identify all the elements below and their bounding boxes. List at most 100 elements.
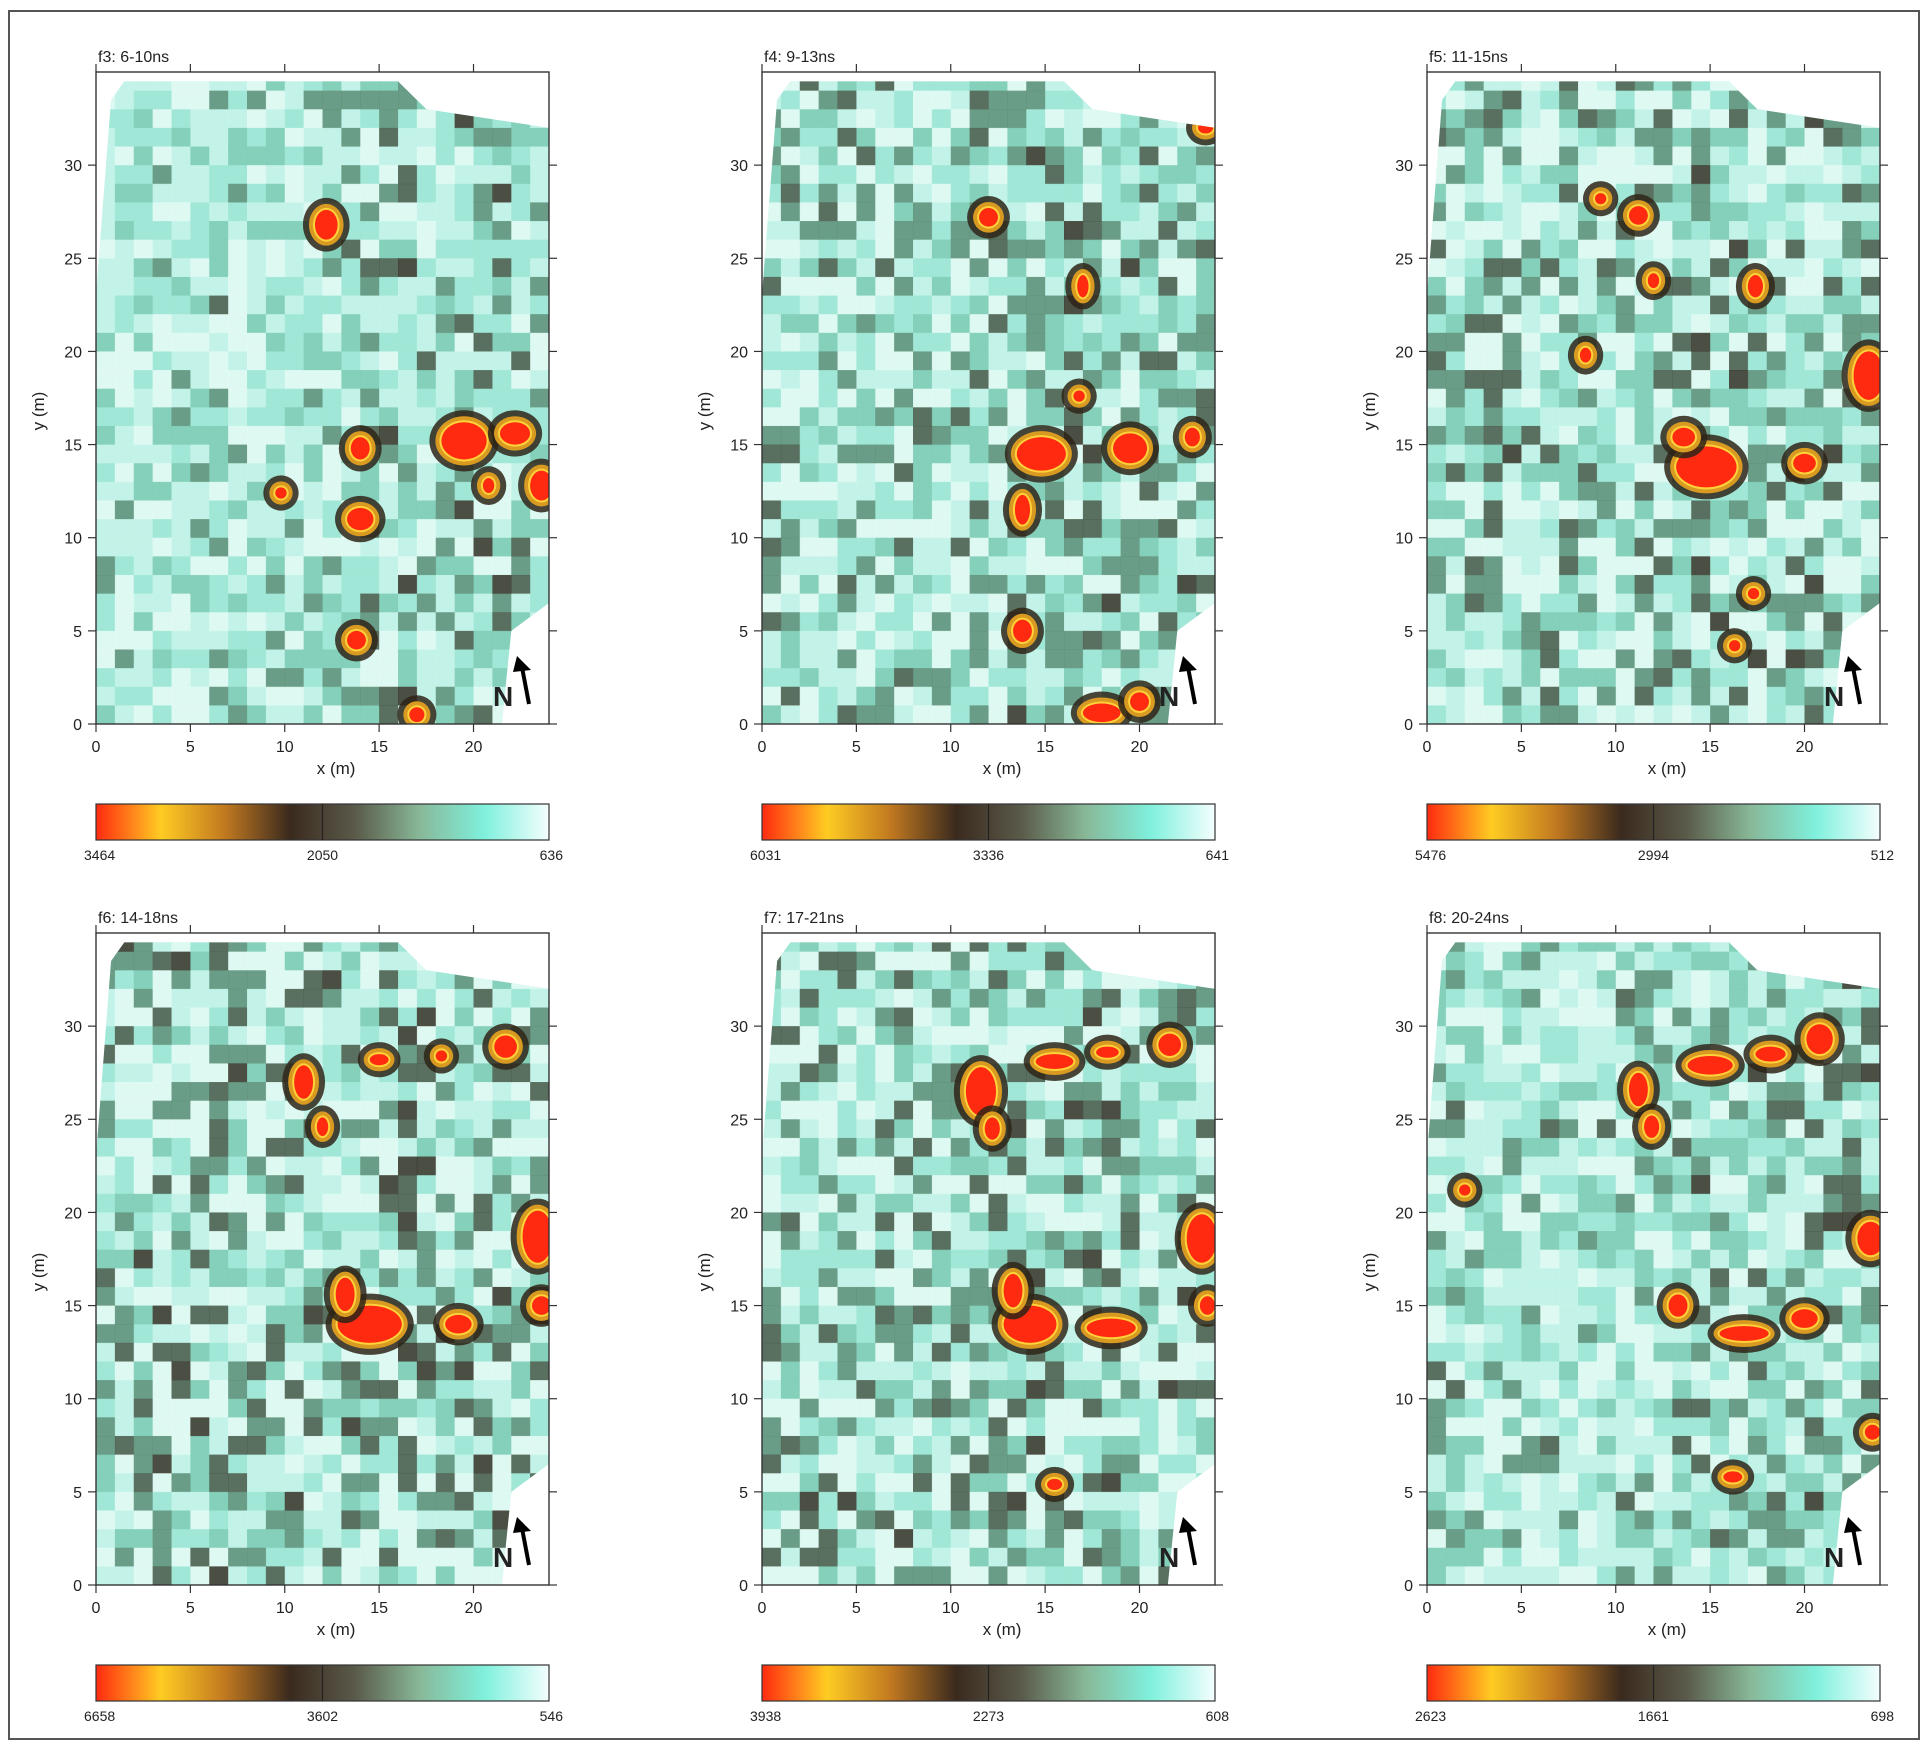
heatmap-cell [341, 276, 361, 297]
heatmap-cell [1196, 183, 1215, 203]
y-tick-label: 0 [739, 1578, 748, 1595]
heatmap-cell [1521, 1119, 1541, 1139]
heatmap-cell [950, 630, 971, 650]
heatmap-cell [1139, 519, 1159, 539]
heatmap-cell [152, 630, 172, 650]
heatmap-cell [1502, 351, 1522, 371]
anomaly-3 [1002, 482, 1043, 537]
anomaly-2 [1101, 421, 1160, 476]
heatmap-cell [1177, 1175, 1197, 1195]
heatmap-cell [511, 612, 531, 632]
heatmap-cell [856, 146, 876, 166]
heatmap-cell [416, 1175, 437, 1195]
heatmap-cell [530, 630, 549, 650]
heatmap-cell [265, 1156, 286, 1176]
heatmap-cell [209, 276, 229, 297]
heatmap-cell [379, 295, 399, 315]
heatmap-cell [1082, 1175, 1103, 1195]
heatmap-cell [1502, 1547, 1522, 1567]
heatmap-cell [209, 1156, 229, 1176]
heatmap-cell [837, 1491, 857, 1511]
heatmap-cell [1101, 1082, 1122, 1102]
heatmap-cell [398, 1473, 418, 1493]
heatmap-cell [360, 165, 380, 185]
heatmap-cell [1578, 1044, 1598, 1064]
heatmap-cell [473, 1249, 493, 1269]
heatmap-cell [950, 1119, 971, 1139]
heatmap-cell [1559, 109, 1579, 129]
heatmap-cell [1710, 686, 1730, 706]
heatmap-cell [1464, 519, 1485, 539]
heatmap-cell [454, 1044, 474, 1064]
heatmap-cell [360, 481, 380, 501]
heatmap-cell [190, 370, 210, 390]
heatmap-cell [152, 519, 172, 539]
heatmap-cell [1691, 388, 1711, 408]
heatmap-cell [1427, 1044, 1447, 1064]
heatmap-cell [1502, 1044, 1522, 1064]
heatmap-cell [818, 1510, 838, 1530]
colorbar-min-label: 5476 [1415, 847, 1446, 863]
heatmap-cell [322, 649, 342, 669]
heatmap-cell [530, 1044, 549, 1064]
heatmap-cell [1158, 165, 1178, 185]
heatmap-cell [1158, 630, 1178, 650]
heatmap-cell [228, 1119, 248, 1139]
heatmap-cell [1653, 649, 1673, 669]
heatmap-cell [530, 556, 549, 576]
heatmap-cell [265, 1491, 286, 1511]
heatmap-cell [1804, 239, 1824, 259]
heatmap-cell [1521, 1473, 1541, 1493]
heatmap-cell [1747, 519, 1768, 539]
heatmap-cell [1502, 81, 1522, 92]
heatmap-cell [133, 407, 154, 427]
heatmap-cell [1521, 463, 1541, 483]
heatmap-cell [799, 258, 820, 278]
heatmap-cell [247, 351, 267, 371]
heatmap-cell [1158, 1175, 1178, 1195]
heatmap-cell [1596, 1491, 1617, 1511]
heatmap-cell [1158, 1342, 1178, 1362]
heatmap-cell [780, 258, 801, 278]
heatmap-cell [818, 649, 838, 669]
heatmap-cell [1139, 1398, 1159, 1418]
heatmap-cell [473, 221, 493, 241]
heatmap-cell [856, 1212, 876, 1232]
heatmap-cell [875, 1361, 895, 1381]
heatmap-cell [1177, 165, 1197, 185]
heatmap-cell [1785, 668, 1805, 688]
heatmap-cell [511, 183, 531, 203]
heatmap-cell [818, 1268, 838, 1288]
heatmap-cell [875, 1473, 895, 1493]
heatmap-cell [1578, 258, 1598, 278]
heatmap-cell [473, 612, 493, 632]
heatmap-cell [1842, 295, 1862, 315]
heatmap-cell [209, 1212, 229, 1232]
heatmap-cell [1026, 1529, 1046, 1549]
heatmap-cell [1842, 221, 1862, 241]
heatmap-cell [96, 1137, 116, 1158]
heatmap-cell [379, 1454, 399, 1474]
heatmap-cell [190, 425, 210, 446]
heatmap-cell [894, 970, 914, 990]
heatmap-cell [1540, 1398, 1560, 1418]
heatmap-cell [1502, 1249, 1522, 1269]
heatmap-cell [398, 951, 418, 971]
heatmap-cell [1615, 1026, 1636, 1046]
heatmap-cell [303, 574, 323, 595]
heatmap-cell [1540, 556, 1560, 576]
heatmap-cell [1026, 90, 1046, 110]
heatmap-cell [303, 1007, 323, 1027]
heatmap-cell [799, 351, 820, 371]
heatmap-cell [969, 500, 989, 520]
heatmap-cell [1007, 90, 1027, 110]
heatmap-cell [322, 258, 342, 278]
heatmap-cell [780, 295, 801, 315]
heatmap-cell [1672, 1529, 1692, 1549]
heatmap-cell [950, 1231, 971, 1251]
heatmap-cell [473, 1100, 493, 1120]
heatmap-cell [416, 1529, 437, 1549]
heatmap-cell [1615, 1342, 1636, 1362]
heatmap-cell [1861, 668, 1880, 688]
